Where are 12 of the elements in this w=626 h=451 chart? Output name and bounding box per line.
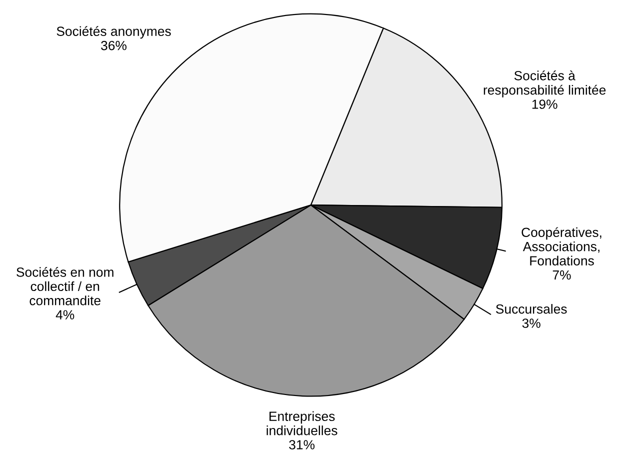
slice-label: Succursales	[496, 304, 567, 314]
slice-label: Sociétés anonymes	[56, 26, 171, 39]
data-label: 19%	[532, 100, 558, 109]
data-label: 31%	[289, 440, 315, 450]
slice-label: Entreprises individuelles	[266, 411, 338, 436]
slice-label: Coopératives, Associations, Fondations	[522, 227, 602, 266]
slice-label: Sociétés à responsabilité limitée	[484, 70, 606, 98]
data-label: 3%	[522, 318, 540, 328]
data-label: 36%	[101, 40, 126, 50]
slice-label: Sociétés en nom collectif / en commandite	[16, 267, 114, 306]
data-label: 4%	[56, 310, 74, 320]
data-label: 7%	[552, 270, 571, 280]
